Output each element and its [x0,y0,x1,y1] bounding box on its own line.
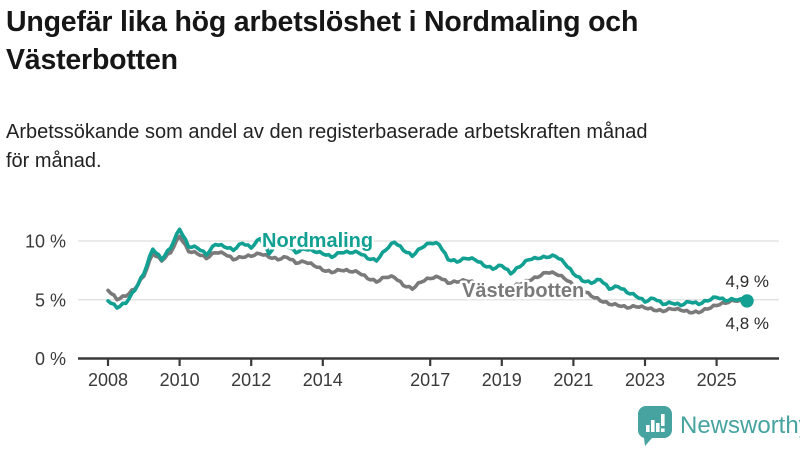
page-title-line-2: Västerbotten [6,43,178,76]
x-tick-label: 2023 [625,370,665,390]
page-title-line-1: Ungefär lika hög arbetslöshet i Nordmali… [6,6,639,38]
series-line-nordmaling [106,227,749,310]
series-label-nordmaling: Nordmaling [262,230,373,252]
line-chart: 10 %5 %0 % 2008 2010 2012 2014 2017 2019 2021 2… [25,227,779,390]
chart-subtitle: Arbetssökande som andel av den registerb… [6,118,792,176]
gridlines [78,240,779,301]
x-tick-label: 2019 [482,370,522,390]
x-tick-label: 2025 [697,370,737,390]
series-label-vasterbotten: Västerbotten [462,280,584,302]
brand-footer: Newsworthy [638,406,800,446]
bar-icon-medium [656,423,660,432]
y-tick-label: 0 % [35,349,66,369]
bar-icon-tall [651,420,655,432]
bar-icon-small [646,425,650,432]
x-axis-ticks: 2008 2010 2012 2014 2017 2019 2021 2023 2025 [88,358,737,390]
end-value-label-vasterbotten: 4,8 % [726,314,769,333]
x-tick-label: 2017 [410,370,450,390]
newsworthy-logo-icon [638,406,672,446]
speech-bubble-shape [638,406,672,446]
chart-subtitle-line-2: för månad. [6,150,102,172]
y-tick-label: 10 % [25,232,66,252]
x-tick-label: 2014 [303,370,343,390]
x-tick-label: 2010 [160,370,200,390]
exclamation-dot-icon [661,428,665,432]
end-value-label-nordmaling: 4,9 % [726,272,769,291]
x-tick-label: 2021 [553,370,593,390]
exclamation-stem-icon [661,414,665,426]
x-tick-label: 2012 [231,370,271,390]
chart-subtitle-line-1: Arbetssökande som andel av den registerb… [6,121,648,143]
y-tick-label: 5 % [35,290,66,310]
page-title: Ungefär lika hög arbetslöshet i Nordmali… [6,4,792,80]
series-line-vasterbotten [106,234,749,315]
y-axis-labels: 10 % 5 % 0 % [25,232,66,370]
brand-name: Newsworthy [680,412,800,439]
x-tick-label: 2008 [88,370,128,390]
series-end-dot [740,294,754,308]
